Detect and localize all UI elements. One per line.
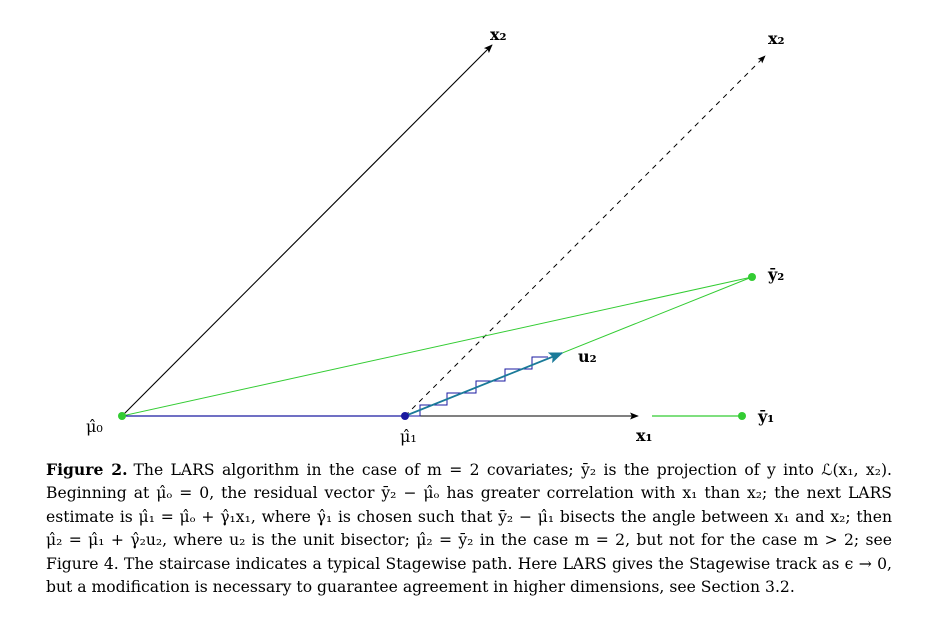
residual-line-mu0-ybar2 xyxy=(121,276,753,417)
lars-diagram: μ̂₀ μ̂₁ x₁ x₂ x₂ u₂ ȳ₁ ȳ₂ xyxy=(86,25,785,446)
ybar1-point xyxy=(738,412,746,420)
ybar2-label: ȳ₂ xyxy=(767,265,784,284)
figure-label: Figure 2. xyxy=(46,460,128,479)
ybar1-label: ȳ₁ xyxy=(757,407,774,426)
mu0-point xyxy=(118,412,126,420)
caption-text: The LARS algorithm in the case of m = 2 … xyxy=(46,461,892,597)
ybar2-point xyxy=(748,273,756,281)
u2-vector xyxy=(404,352,564,417)
x2-vector-left xyxy=(121,44,493,417)
x1-label: x₁ xyxy=(636,426,653,445)
x2-vector-dashed xyxy=(404,55,766,417)
mu1-label: μ̂₁ xyxy=(400,427,417,446)
x2-right-label: x₂ xyxy=(768,29,785,48)
figure-caption: Figure 2. The LARS algorithm in the case … xyxy=(46,458,892,599)
x2-left-label: x₂ xyxy=(490,25,507,44)
mu1-point xyxy=(401,412,409,420)
mu0-label: μ̂₀ xyxy=(86,417,103,436)
u2-label: u₂ xyxy=(578,347,597,366)
